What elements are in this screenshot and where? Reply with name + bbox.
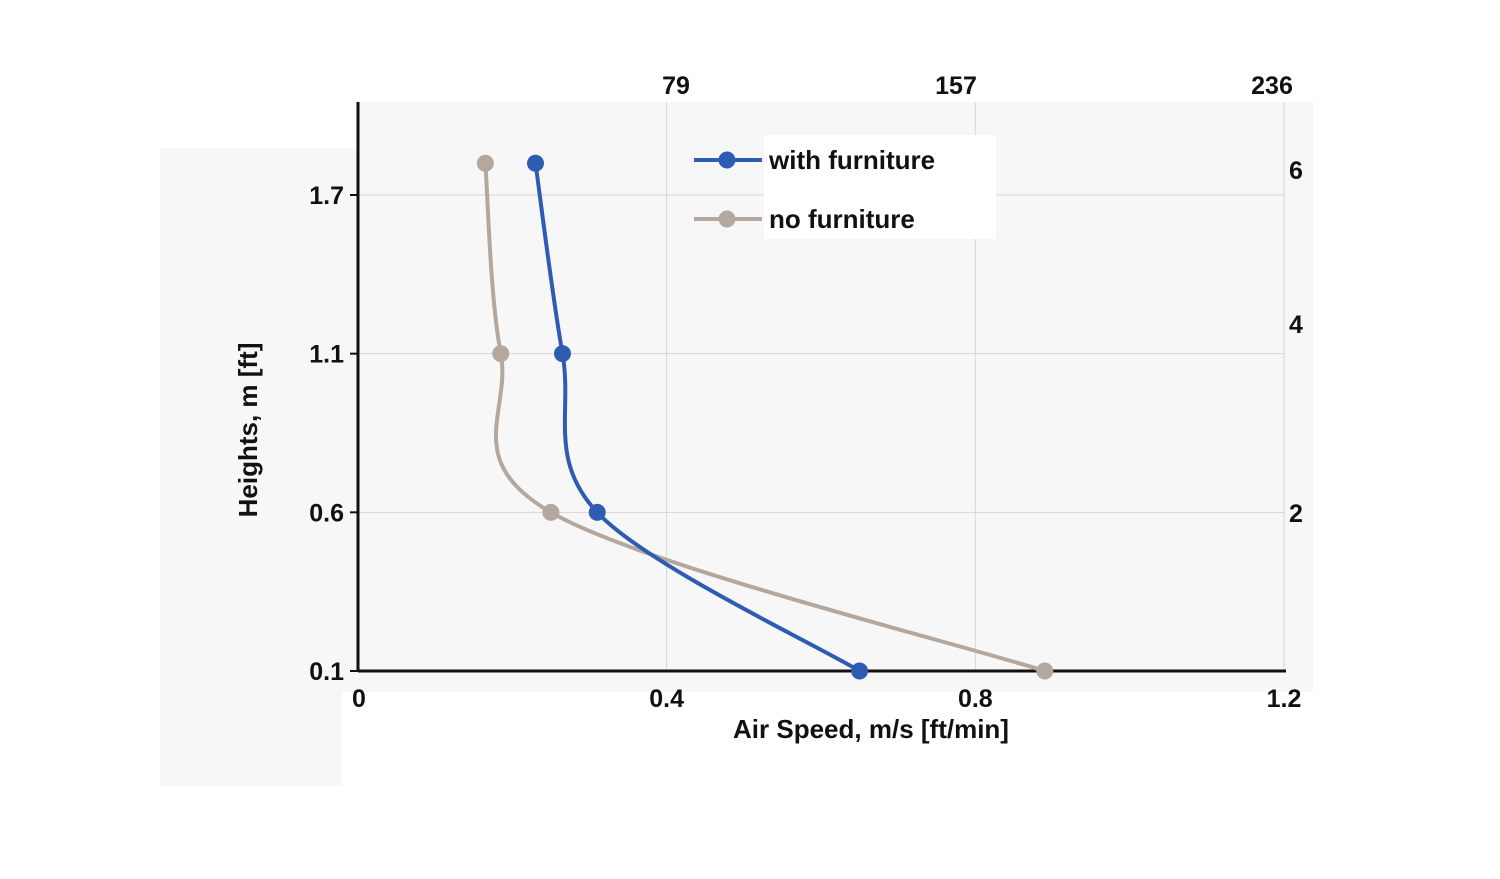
axes xyxy=(350,102,1286,673)
y2-tick-label-1: 4 xyxy=(1289,311,1303,339)
data-point-no-furniture-1 xyxy=(542,503,560,521)
y-tick-label-2: 1.1 xyxy=(309,341,344,369)
x-tick-label-3: 1.2 xyxy=(1267,685,1302,713)
y-tick-label-3: 1.7 xyxy=(309,182,344,210)
y2-tick-label-2: 6 xyxy=(1289,157,1303,185)
legend-label-with-furniture: with furniture xyxy=(768,145,935,175)
data-point-no-furniture-0 xyxy=(1036,662,1054,680)
plot-background xyxy=(160,102,1313,786)
x2-tick-label-2: 236 xyxy=(1251,72,1293,100)
x2-tick-label-0: 79 xyxy=(662,72,690,100)
background-notch xyxy=(160,102,358,148)
x-axis-title: Air Speed, m/s [ft/min] xyxy=(733,714,1009,744)
background-patch xyxy=(160,686,342,786)
data-point-with-furniture-3 xyxy=(526,154,544,172)
data-point-with-furniture-1 xyxy=(588,503,606,521)
legend-box xyxy=(764,135,996,239)
x-tick-label-0: 0 xyxy=(352,685,366,713)
legend-marker-no-furniture xyxy=(718,210,736,228)
x-tick-label-2: 0.8 xyxy=(958,685,993,713)
data-point-no-furniture-2 xyxy=(492,345,510,363)
y-tick-label-1: 0.6 xyxy=(309,499,344,527)
y-tick-label-0: 0.1 xyxy=(309,658,344,686)
data-point-with-furniture-0 xyxy=(851,662,869,680)
data-point-no-furniture-3 xyxy=(476,154,494,172)
y2-tick-label-0: 2 xyxy=(1289,500,1303,528)
x2-tick-label-1: 157 xyxy=(935,72,977,100)
series-line-no-furniture xyxy=(483,161,1047,673)
x-tick-label-1: 0.4 xyxy=(649,685,684,713)
series-line-with-furniture xyxy=(533,161,862,673)
data-series xyxy=(476,154,1054,680)
series-no-furniture xyxy=(476,154,1054,680)
legend-marker-with-furniture xyxy=(718,151,736,169)
y-axis-title: Heights, m [ft] xyxy=(233,343,263,518)
plot-area xyxy=(160,102,1313,692)
series-with-furniture xyxy=(526,154,869,680)
tick-labels: 0 0.4 0.8 1.2 79 157 236 0.1 0.6 1.1 1.7 2 4 6 xyxy=(309,72,1303,713)
data-point-with-furniture-2 xyxy=(553,345,571,363)
legend: with furniture no furniture xyxy=(694,135,996,239)
legend-label-no-furniture: no furniture xyxy=(769,204,915,234)
